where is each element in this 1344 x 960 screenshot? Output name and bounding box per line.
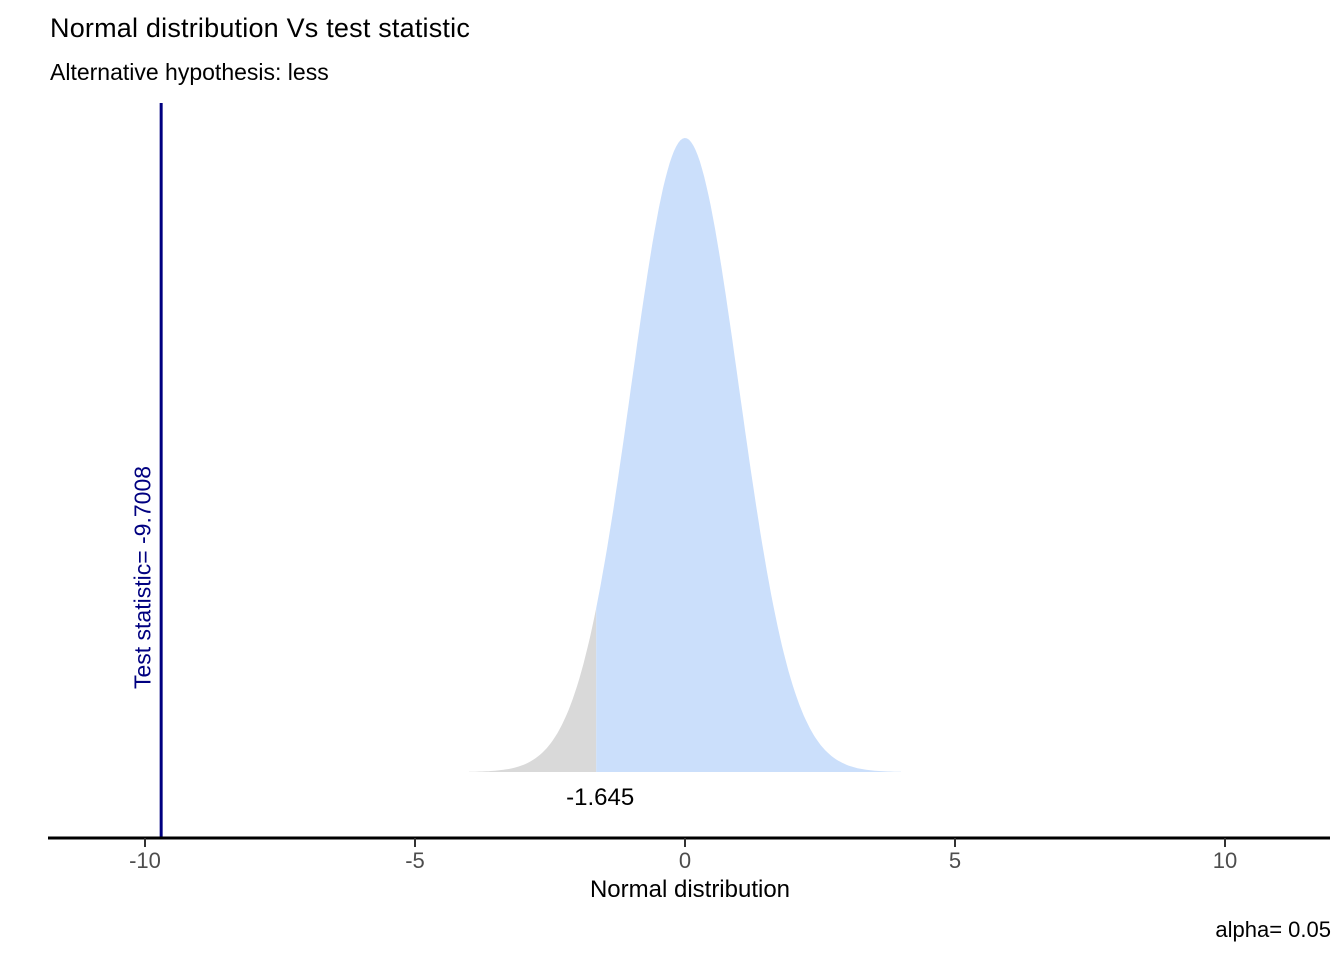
x-axis-tick-label: 5 — [948, 848, 962, 873]
rejection-region-area — [469, 608, 597, 772]
x-axis-tick-label: -5 — [405, 848, 425, 873]
x-axis-tick-label: -10 — [129, 848, 161, 873]
plot-subtitle: Alternative hypothesis: less — [50, 59, 329, 85]
x-axis-tick-label: 0 — [678, 848, 692, 873]
critical-value-label: -1.645 — [566, 784, 635, 811]
x-axis-tick-label: 10 — [1212, 848, 1238, 873]
x-axis-ticks — [144, 838, 1226, 847]
acceptance-region-area — [596, 138, 901, 772]
page-title: Normal distribution Vs test statistic — [50, 13, 471, 43]
test-statistic-label: Test statistic= -9.7008 — [129, 465, 156, 690]
alpha-label: alpha= 0.05 — [1215, 917, 1331, 942]
x-axis-title: Normal distribution — [589, 876, 791, 903]
